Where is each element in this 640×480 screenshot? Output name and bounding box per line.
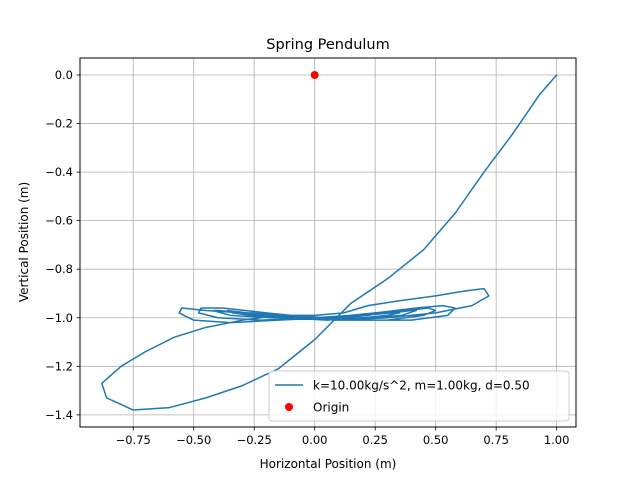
y-axis-label: Vertical Position (m) xyxy=(17,182,31,302)
legend-box xyxy=(268,370,570,422)
x-axis-label: Horizontal Position (m) xyxy=(260,457,397,471)
legend-label-trajectory: k=10.00kg/s^2, m=1.00kg, d=0.50 xyxy=(313,379,530,393)
x-tick-label: 0.50 xyxy=(423,433,449,447)
chart-title: Spring Pendulum xyxy=(266,37,389,53)
legend: k=10.00kg/s^2, m=1.00kg, d=0.50 Origin xyxy=(268,370,570,422)
y-tick-label: −0.4 xyxy=(45,165,73,179)
legend-label-origin: Origin xyxy=(313,401,349,415)
y-tick-label: −1.0 xyxy=(45,311,73,325)
x-tick-label: −0.25 xyxy=(237,433,272,447)
legend-marker-swatch xyxy=(285,403,293,411)
y-tick-label: −0.6 xyxy=(45,214,73,228)
x-tick-label: 1.00 xyxy=(544,433,570,447)
y-tick-label: −1.2 xyxy=(45,359,73,373)
x-tick-label: 0.75 xyxy=(483,433,509,447)
series-point-origin xyxy=(310,70,319,79)
plot-area xyxy=(80,58,576,427)
tick-layer: −0.75 −0.50 −0.25 0.00 0.25 0.50 0.75 1.00 0.0 −0… xyxy=(45,68,569,447)
x-tick-label: 0.00 xyxy=(302,433,328,447)
y-tick-label: −0.2 xyxy=(45,117,73,131)
data-layer xyxy=(101,70,558,411)
series-line-trajectory xyxy=(101,74,558,411)
y-tick-label: 0.0 xyxy=(55,68,73,82)
plot-frame xyxy=(79,57,577,428)
y-tick-label: −1.4 xyxy=(45,408,73,422)
x-tick-label: −0.50 xyxy=(176,433,211,447)
x-tick-label: −0.75 xyxy=(116,433,151,447)
y-tick-label: −0.8 xyxy=(45,262,73,276)
x-tick-label: 0.25 xyxy=(362,433,388,447)
